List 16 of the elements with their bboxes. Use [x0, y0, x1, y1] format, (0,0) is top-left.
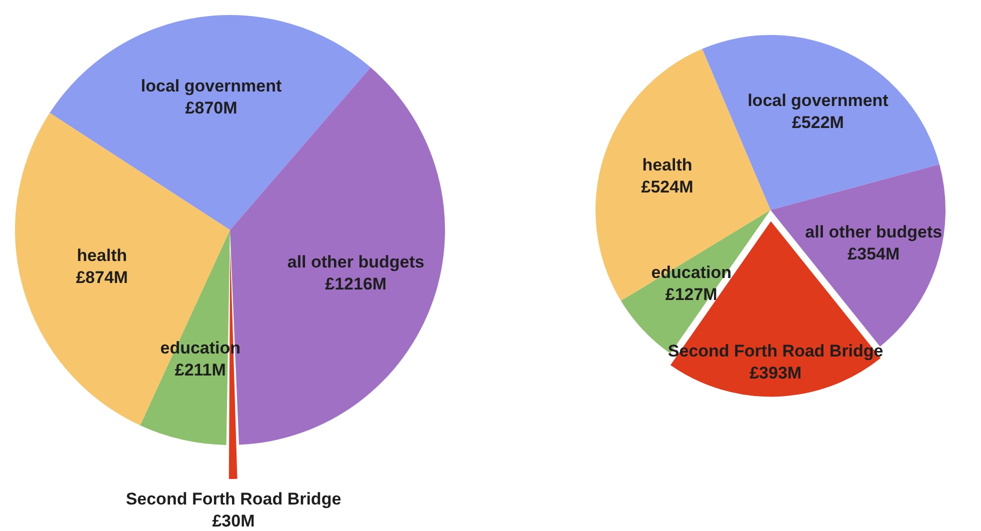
data-label: £874M: [76, 268, 128, 287]
data-label: £870M: [185, 98, 238, 118]
data-label: £393M: [750, 364, 802, 383]
slice-label: health: [76, 246, 127, 265]
data-label: £524M: [641, 177, 694, 196]
slice-label: local government: [748, 91, 889, 110]
slice-label: health: [642, 155, 692, 174]
slice-label: local government: [140, 76, 282, 96]
slice-label: Second Forth Road Bridge: [126, 489, 342, 508]
data-label: £354M: [848, 244, 900, 264]
slice-label: all other budgets: [805, 222, 942, 242]
data-label: £522M: [792, 113, 844, 132]
data-label: £30M: [212, 511, 255, 530]
data-label: £1216M: [325, 274, 387, 294]
data-label: £211M: [174, 360, 226, 380]
slice-label: all other budgets: [287, 252, 424, 272]
